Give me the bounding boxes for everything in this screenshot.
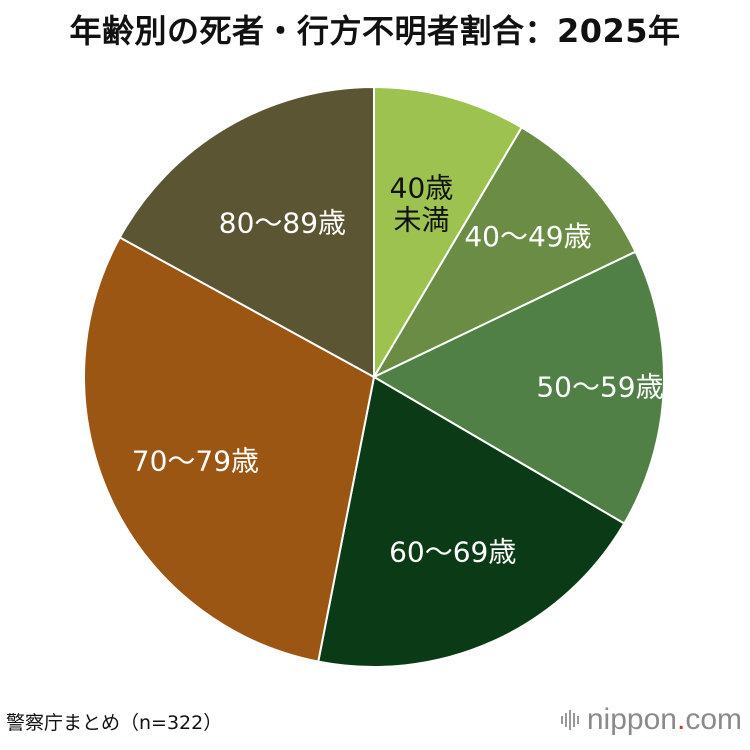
source-note: 警察庁まとめ（n=322） [6, 712, 223, 734]
pie-slice [373, 250, 665, 525]
brand-suffix: com [685, 703, 742, 736]
brand-dot: . [676, 703, 686, 736]
pie-slice-label: 70〜79歳 [132, 445, 259, 478]
pie-slice-label: 80〜89歳 [219, 206, 346, 239]
pie-slice-label: 60〜69歳 [389, 536, 516, 569]
pie-slice [373, 86, 523, 378]
pie-slices [83, 86, 665, 668]
chart-title: 年齢別の死者・行方不明者割合：2025年 [69, 12, 681, 50]
pie-slice [83, 236, 375, 663]
pie-labels: 40歳未満 40〜49歳 50〜59歳 60〜69歳 70〜79歳 80〜89歳 [132, 172, 664, 569]
pie-slice [373, 126, 637, 378]
pie-slice-label: 40〜49歳 [464, 220, 591, 253]
pie-slice-label: 40歳未満 [390, 172, 454, 237]
pie-slice [118, 86, 375, 378]
brand-name: nippon [586, 703, 677, 736]
sound-bars-icon [560, 710, 579, 730]
pie-slice-label: 50〜59歳 [536, 370, 663, 403]
brand-logo[interactable]: nippon. com [560, 703, 742, 737]
pie-slice [317, 376, 626, 668]
